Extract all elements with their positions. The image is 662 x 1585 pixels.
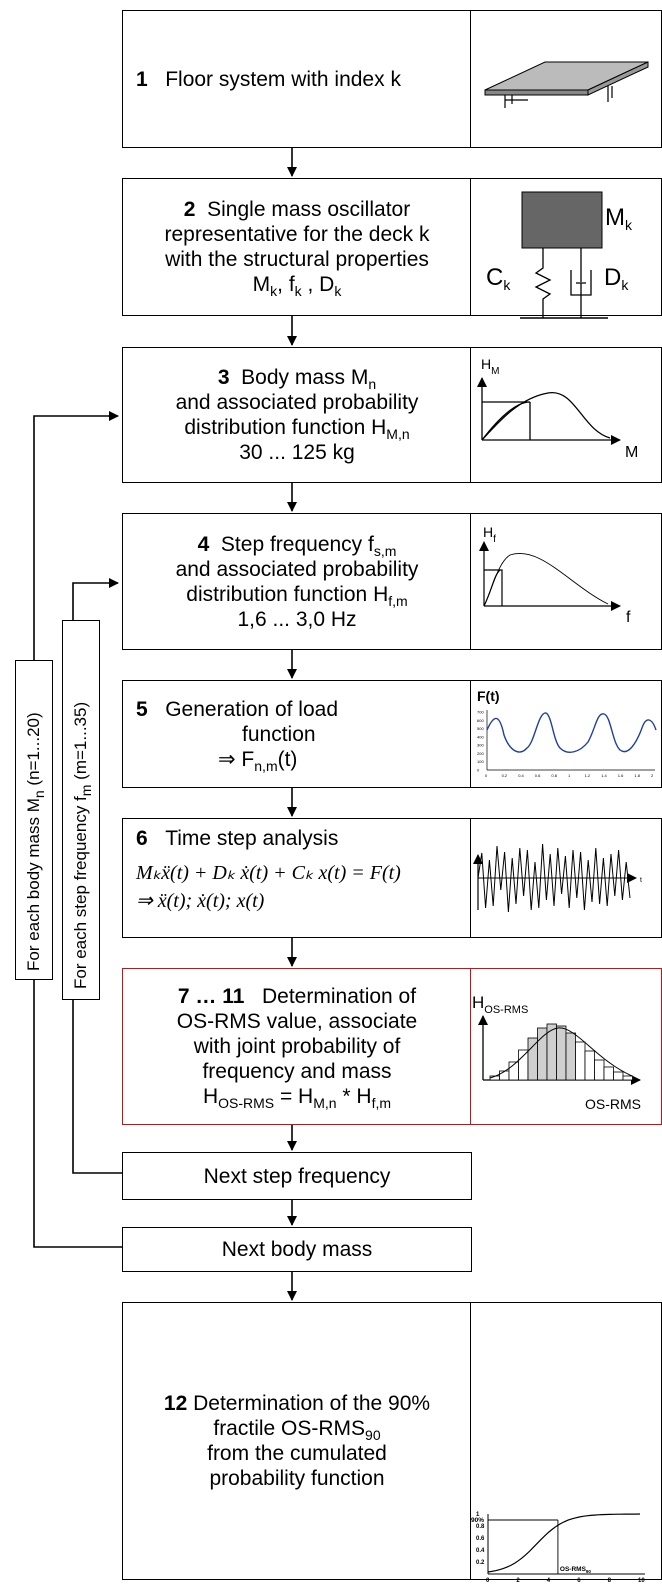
step-12-icon-box	[470, 1302, 662, 1580]
load-xtick: 0.4	[518, 773, 524, 778]
step-7-11-box	[122, 968, 472, 1125]
load-title: F(t)	[477, 688, 500, 704]
load-xtick: 1.2	[585, 773, 591, 778]
load-xtick: 0.2	[502, 773, 508, 778]
hf-y-label: Hf	[483, 524, 496, 545]
next-step-frequency-label: Next step frequency	[203, 1164, 391, 1188]
load-xtick: 0.8	[551, 773, 557, 778]
load-ytick: 100	[477, 759, 484, 764]
step-5-box	[122, 680, 472, 788]
cum-marker-y-label: 90%	[471, 1517, 484, 1524]
next-body-mass-box	[122, 1227, 472, 1272]
time-series-x-label: t	[640, 877, 642, 884]
step-1-box	[122, 10, 472, 148]
load-xtick: 0.6	[535, 773, 541, 778]
step-3-box	[122, 347, 472, 483]
load-xtick: 1.8	[634, 773, 640, 778]
oscillator-mass-label: Mk	[605, 204, 632, 233]
hm-y-label: HM	[481, 356, 500, 377]
load-ytick: 700	[477, 710, 484, 715]
cum-marker-x-label: OS-RMS90	[560, 1566, 592, 1574]
cum-xtick: 4	[547, 1578, 551, 1584]
histogram-bar	[622, 1075, 633, 1081]
step-3-text: 3 Body mass Mn and associated probabilit…	[175, 366, 419, 464]
load-ytick: 500	[477, 726, 484, 731]
cum-xtick: 2	[516, 1578, 520, 1584]
load-xtick: 2	[651, 773, 654, 778]
loop-mass-box: For each body mass Mn (n=1...20)	[15, 660, 53, 980]
step-2-box	[122, 178, 472, 316]
loop-freq-box: For each step frequency fm (m=1...35)	[62, 620, 100, 1000]
cum-ytick: 0.2	[476, 1560, 485, 1566]
load-curve	[486, 712, 657, 753]
cum-xtick: 8	[608, 1578, 612, 1584]
step-4-text: 4 Step frequency fs,m and associated pro…	[175, 532, 419, 631]
load-xtick: 1	[568, 773, 571, 778]
step-6-text: 6 Time step analysis Mₖẍ(t) + Dₖ ẋ(t) + …	[136, 822, 471, 934]
oscillator-damper-label: Dk	[604, 264, 629, 293]
cum-ytick: 0.6	[476, 1536, 485, 1542]
step-5-text: 5 Generation of load function ⇒ Fn,m(t)	[136, 697, 338, 774]
cum-ytick: 1	[476, 1512, 480, 1518]
step-12-box	[122, 1302, 472, 1580]
load-ytick: 400	[477, 734, 484, 739]
histogram-x-label: OS-RMS	[585, 1096, 641, 1112]
next-step-frequency-box	[122, 1152, 472, 1200]
oscillator-spring-label: Ck	[486, 264, 511, 293]
spring	[534, 248, 552, 318]
step-4-box	[122, 513, 472, 650]
load-ytick: 0	[477, 768, 480, 773]
cum-xtick: 10	[638, 1578, 645, 1584]
equation-result: ⇒ ẍ(t); ẋ(t); x(t)	[136, 890, 265, 912]
load-ytick: 200	[477, 751, 484, 756]
equation-motion: Mₖẍ(t) + Dₖ ẋ(t) + Cₖ x(t) = F(t)	[136, 862, 401, 884]
cum-ytick: 0.8	[476, 1524, 485, 1530]
time-series-curve	[477, 843, 631, 913]
load-ytick: 600	[477, 718, 484, 723]
next-body-mass-label: Next body mass	[221, 1238, 373, 1261]
histogram-y-label: HOS-RMS	[472, 993, 529, 1016]
load-xtick: 1.6	[618, 773, 624, 778]
step-6-box	[122, 818, 472, 938]
cum-ytick: 0.4	[476, 1548, 485, 1554]
step-12-text: 12 Determination of the 90% fractile OS-…	[163, 1392, 431, 1490]
cumulative-curve	[487, 1513, 641, 1573]
mass-block	[521, 191, 603, 249]
step-2-text: 2 Single mass oscillator representative …	[164, 198, 430, 299]
damper	[570, 248, 592, 318]
step-7-11-text: 7 … 11 Determination of OS-RMS value, as…	[176, 985, 418, 1111]
load-xtick: 1.4	[601, 773, 607, 778]
cum-xtick: 6	[577, 1578, 581, 1584]
cum-xtick: 0	[486, 1578, 490, 1584]
load-ytick: 300	[477, 743, 484, 748]
load-xtick: 0	[485, 773, 488, 778]
hm-x-label: M	[625, 444, 639, 461]
hf-x-label: f	[626, 609, 631, 626]
step-1-text: 1 Floor system with index k	[136, 67, 401, 91]
